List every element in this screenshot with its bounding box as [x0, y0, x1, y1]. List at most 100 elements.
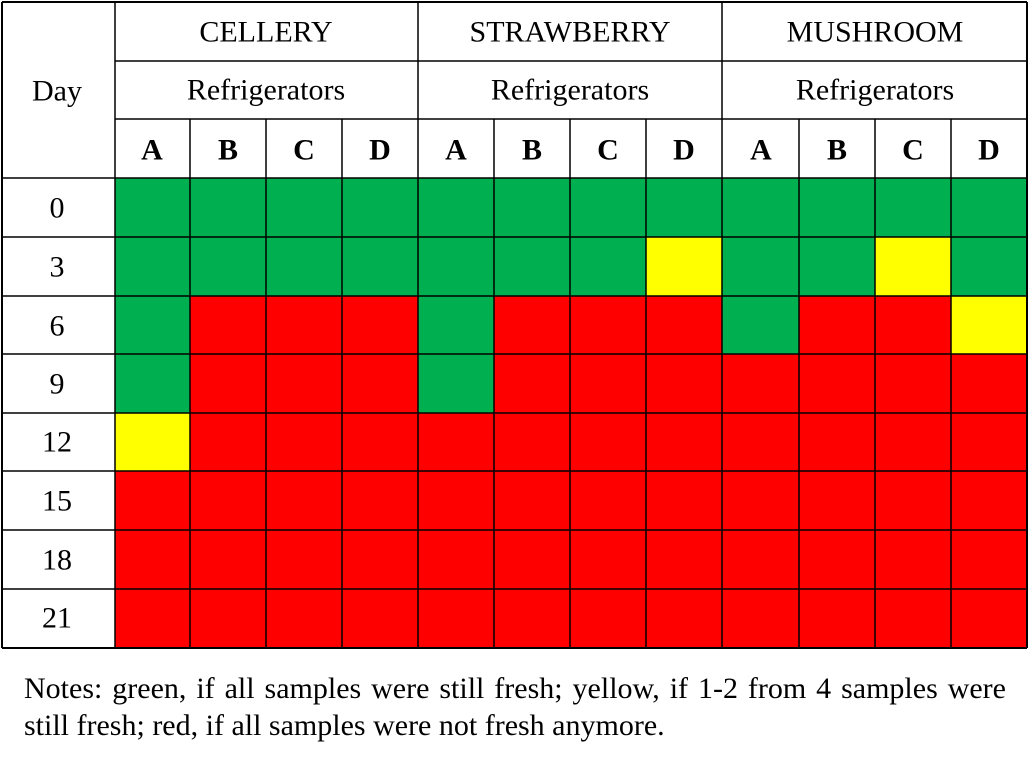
- day-label: 0: [50, 192, 65, 225]
- heatmap-cell-green: [722, 178, 799, 237]
- heatmap-cell-red: [570, 413, 646, 471]
- day-label: 6: [50, 310, 65, 343]
- heatmap-cell-red: [646, 589, 722, 648]
- column-header-d: D: [978, 134, 1000, 167]
- heatmap-cell-red: [266, 589, 342, 648]
- heatmap-cell-green: [342, 178, 418, 237]
- heatmap-cell-yellow: [115, 413, 190, 471]
- heatmap-cell-red: [342, 354, 418, 413]
- heatmap-cell-red: [494, 354, 570, 413]
- heatmap-cell-red: [646, 471, 722, 530]
- heatmap-cell-red: [875, 354, 951, 413]
- day-label: 15: [42, 485, 72, 518]
- heatmap-cell-red: [418, 471, 494, 530]
- heatmap-cell-red: [115, 589, 190, 648]
- heatmap-cell-green: [646, 178, 722, 237]
- heatmap-cell-red: [570, 354, 646, 413]
- heatmap-cell-red: [951, 354, 1027, 413]
- heatmap-cell-red: [799, 413, 875, 471]
- heatmap-cell-red: [190, 296, 266, 354]
- heatmap-cell-red: [266, 354, 342, 413]
- heatmap-cell-red: [115, 471, 190, 530]
- heatmap-cell-red: [722, 589, 799, 648]
- heatmap-cell-green: [570, 178, 646, 237]
- heatmap-cell-green: [115, 354, 190, 413]
- heatmap-cell-red: [190, 589, 266, 648]
- heatmap-cell-red: [342, 296, 418, 354]
- heatmap-cell-green: [115, 178, 190, 237]
- heatmap-cell-red: [799, 530, 875, 589]
- heatmap-cell-red: [875, 530, 951, 589]
- group-header-strawberry: STRAWBERRY: [470, 16, 671, 49]
- heatmap-cell-red: [646, 530, 722, 589]
- heatmap-cell-red: [951, 530, 1027, 589]
- heatmap-cell-red: [875, 471, 951, 530]
- heatmap-cell-red: [875, 296, 951, 354]
- heatmap-cell-green: [266, 237, 342, 296]
- column-header-c: C: [597, 134, 619, 167]
- heatmap-cell-red: [266, 530, 342, 589]
- heatmap-cell-red: [115, 530, 190, 589]
- heatmap-cell-red: [799, 354, 875, 413]
- heatmap-cell-red: [266, 471, 342, 530]
- heatmap-cell-red: [266, 413, 342, 471]
- day-label: 21: [42, 602, 72, 635]
- heatmap-cell-green: [951, 237, 1027, 296]
- freshness-table: Day CELLERY STRAWBERRY MUSHROOM Refriger…: [1, 1, 1028, 649]
- heatmap-cell-red: [722, 413, 799, 471]
- heatmap-cell-green: [570, 237, 646, 296]
- heatmap-cell-green: [342, 237, 418, 296]
- column-header-a: A: [445, 134, 467, 167]
- heatmap-cell-red: [494, 296, 570, 354]
- heatmap-cell-red: [646, 354, 722, 413]
- heatmap-cell-red: [342, 413, 418, 471]
- heatmap-cell-red: [570, 589, 646, 648]
- heatmap-cell-red: [722, 471, 799, 530]
- heatmap-cell-yellow: [875, 237, 951, 296]
- heatmap-cell-green: [115, 237, 190, 296]
- heatmap-cell-red: [190, 471, 266, 530]
- heatmap-cell-red: [494, 413, 570, 471]
- subheader-refrigerators-cellery: Refrigerators: [187, 74, 345, 107]
- heatmap-cell-red: [342, 471, 418, 530]
- day-header: Day: [32, 75, 82, 108]
- heatmap-cell-green: [722, 237, 799, 296]
- heatmap-cell-yellow: [951, 296, 1027, 354]
- heatmap-cell-green: [418, 296, 494, 354]
- heatmap-cell-green: [190, 178, 266, 237]
- heatmap-cell-red: [570, 530, 646, 589]
- heatmap-cell-red: [342, 530, 418, 589]
- heatmap-cell-red: [875, 413, 951, 471]
- column-header-b: B: [827, 134, 847, 167]
- heatmap-cell-green: [115, 296, 190, 354]
- column-header-d: D: [369, 134, 391, 167]
- heatmap-cell-green: [494, 178, 570, 237]
- heatmap-cell-red: [494, 530, 570, 589]
- heatmap-cell-red: [799, 471, 875, 530]
- day-label: 3: [50, 251, 65, 284]
- day-label: 18: [42, 544, 72, 577]
- heatmap-cell-red: [190, 530, 266, 589]
- heatmap-cell-red: [190, 413, 266, 471]
- heatmap-cell-green: [418, 354, 494, 413]
- heatmap-cell-green: [875, 178, 951, 237]
- heatmap-cell-red: [266, 296, 342, 354]
- heatmap-cell-red: [494, 589, 570, 648]
- heatmap-cell-red: [570, 296, 646, 354]
- heatmap-cell-red: [646, 413, 722, 471]
- column-header-c: C: [293, 134, 315, 167]
- heatmap-cell-red: [722, 354, 799, 413]
- heatmap-cell-red: [951, 471, 1027, 530]
- heatmap-cell-red: [342, 589, 418, 648]
- heatmap-cell-red: [190, 354, 266, 413]
- heatmap-cell-green: [494, 237, 570, 296]
- column-header-c: C: [902, 134, 924, 167]
- column-header-b: B: [522, 134, 542, 167]
- heatmap-cell-red: [799, 589, 875, 648]
- heatmap-cell-red: [418, 530, 494, 589]
- day-label: 12: [42, 426, 72, 459]
- heatmap-cell-red: [570, 471, 646, 530]
- heatmap-cell-green: [799, 237, 875, 296]
- heatmap-cell-green: [951, 178, 1027, 237]
- group-header-cellery: CELLERY: [199, 16, 332, 49]
